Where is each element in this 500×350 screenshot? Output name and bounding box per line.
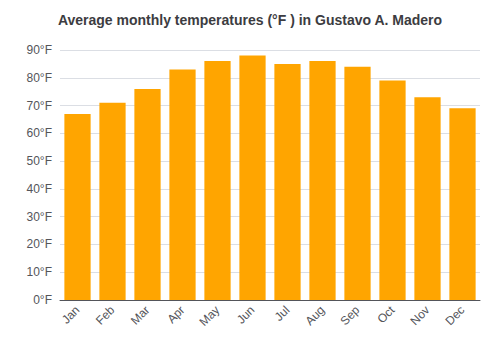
svg-text:50°F: 50°F — [27, 154, 52, 168]
svg-text:Average monthly temperatures (: Average monthly temperatures (°F ) in Gu… — [58, 12, 442, 28]
svg-text:Jul: Jul — [272, 303, 293, 324]
svg-text:Apr: Apr — [164, 303, 187, 326]
svg-text:Feb: Feb — [93, 303, 118, 328]
svg-text:90°F: 90°F — [27, 43, 52, 57]
svg-text:Nov: Nov — [407, 303, 432, 328]
svg-text:Sep: Sep — [337, 303, 362, 328]
svg-text:Aug: Aug — [302, 303, 327, 328]
svg-text:40°F: 40°F — [27, 182, 52, 196]
svg-text:Jan: Jan — [59, 303, 83, 327]
svg-text:May: May — [197, 303, 223, 329]
svg-text:60°F: 60°F — [27, 126, 52, 140]
svg-text:Dec: Dec — [442, 303, 467, 328]
svg-text:30°F: 30°F — [27, 210, 52, 224]
svg-text:Mar: Mar — [128, 303, 153, 327]
svg-text:0°F: 0°F — [33, 293, 52, 307]
svg-text:Jun: Jun — [234, 303, 258, 327]
svg-text:70°F: 70°F — [27, 99, 52, 113]
svg-text:10°F: 10°F — [27, 265, 52, 279]
svg-text:20°F: 20°F — [27, 237, 52, 251]
svg-text:Oct: Oct — [374, 303, 398, 327]
svg-text:80°F: 80°F — [27, 71, 52, 85]
